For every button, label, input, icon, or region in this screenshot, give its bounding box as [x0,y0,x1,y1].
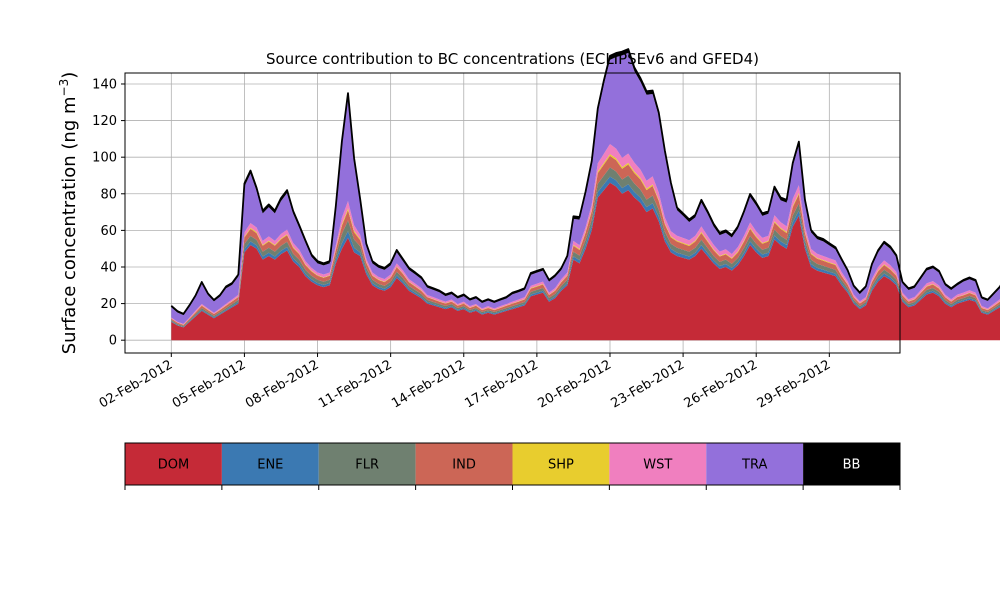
legend-colorbar: DOM ENE FLR IND SHP WST TRA BB [124,442,901,490]
legend-label-ene: ENE [257,458,283,473]
area-dom [171,182,1000,341]
plot-frame [124,72,901,354]
legend-swatch-ind [415,443,513,485]
y-tick-label: 40 [100,260,117,275]
legend-label-tra: TRA [741,458,767,473]
legend-swatch-bb [803,443,900,485]
y-tick-label: 60 [100,224,117,239]
legend-label-shp: SHP [548,458,574,473]
y-axis-label: Surface concentration (ng m−3) [57,72,80,355]
area-ind [171,155,1000,326]
y-tick-label: 20 [100,297,117,312]
legend-swatch-flr [318,443,416,485]
stacked-areas [171,49,1000,341]
legend-swatch-ene [221,443,319,485]
total-concentration-line [170,48,1000,315]
y-tick-label: 100 [92,151,117,166]
legend-swatch-wst [609,443,707,485]
y-axis-label-close: ) [59,72,80,79]
total-line [170,48,1000,315]
legend-swatch-tra [706,443,804,485]
y-tick-label: 80 [100,187,117,202]
y-axis-label-superscript: −3 [57,79,71,97]
legend-swatch-dom [125,443,222,485]
legend-label-ind: IND [452,458,476,473]
y-tick-label: 120 [92,114,117,129]
legend-label-flr: FLR [355,458,379,473]
y-tick-label: 140 [92,77,117,92]
legend-swatch-shp [512,443,610,485]
chart-title: Source contribution to BC concentrations… [266,50,759,68]
legend-label-bb: BB [843,458,861,473]
legend-label-dom: DOM [158,458,189,473]
y-tick-label: 0 [109,334,117,349]
y-axis: 0 20 40 60 80 100 120 140 [92,77,125,349]
legend-label-wst: WST [643,458,672,473]
